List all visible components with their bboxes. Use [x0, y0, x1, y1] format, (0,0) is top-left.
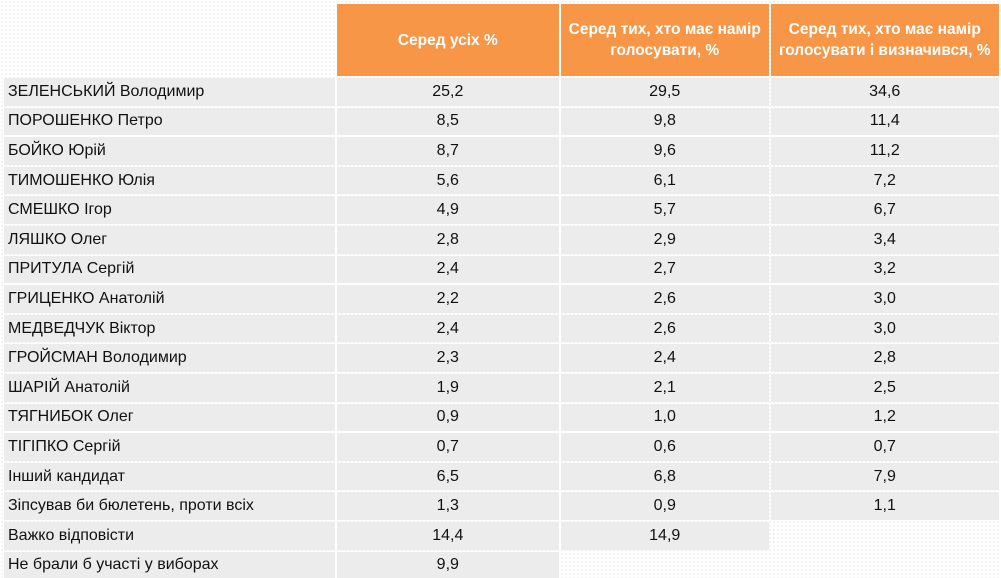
value-cell: 3,4 [770, 225, 999, 254]
row-label: Інший кандидат [4, 462, 335, 491]
row-label: Зіпсував би бюлетень, проти всіх [4, 492, 335, 520]
table-row: ТІГІПКО Сергій 0,7 0,6 0,7 [4, 433, 999, 461]
table-row: ПРИТУЛА Сергій 2,4 2,7 3,2 [4, 255, 999, 284]
value-cell: 2,6 [560, 314, 769, 343]
table-row: ЗЕЛЕНСЬКИЙ Володимир 25,2 29,5 34,6 [4, 78, 999, 106]
table-row: МЕДВЕДЧУК Віктор 2,4 2,6 3,0 [4, 314, 999, 343]
column-header-intend-to-vote: Серед тих, хто має намір голосувати, % [560, 4, 769, 76]
row-label: СМЕШКО Ігор [4, 196, 335, 224]
value-cell: 2,4 [336, 255, 559, 284]
value-cell: 2,3 [336, 344, 559, 372]
row-label: ТІГІПКО Сергій [4, 433, 335, 461]
row-label: ПРИТУЛА Сергій [4, 255, 335, 284]
value-cell: 9,8 [560, 107, 769, 136]
column-header-all: Серед усіх % [336, 4, 559, 76]
value-cell: 0,9 [560, 492, 769, 520]
value-cell: 0,9 [336, 403, 559, 432]
empty-cell [561, 552, 769, 578]
table-row: СМЕШКО Ігор 4,9 5,7 6,7 [4, 196, 999, 224]
value-cell: 2,5 [770, 373, 999, 402]
value-cell: 6,7 [770, 196, 999, 224]
row-label: ТИМОШЕНКО Юлія [4, 166, 335, 195]
table-row: ГРИЦЕНКО Анатолій 2,2 2,6 3,0 [4, 285, 999, 313]
header-corner [4, 4, 335, 76]
value-cell: 2,7 [560, 255, 769, 284]
table-body: ЗЕЛЕНСЬКИЙ Володимир 25,2 29,5 34,6 ПОРОШЕНК… [4, 78, 999, 578]
value-cell: 2,6 [560, 285, 769, 313]
value-cell: 3,0 [770, 314, 999, 343]
table-row: Не брали б участі у виборах 9,9 [4, 551, 1000, 578]
value-cell: 6,1 [560, 166, 769, 195]
value-cell: 2,1 [560, 373, 769, 402]
value-cell: 2,9 [560, 225, 769, 254]
row-label: МЕДВЕДЧУК Віктор [4, 314, 335, 343]
table-row: БОЙКО Юрій 8,7 9,6 11,2 [4, 137, 999, 165]
value-cell: 6,8 [560, 462, 769, 491]
value-cell: 2,4 [336, 314, 559, 343]
row-label: ЛЯШКО Олег [4, 225, 335, 254]
value-cell: 1,1 [770, 492, 999, 520]
value-cell: 3,2 [770, 255, 999, 284]
table-row: ТИМОШЕНКО Юлія 5,6 6,1 7,2 [4, 166, 999, 195]
value-cell: 2,2 [336, 285, 559, 313]
value-cell: 11,2 [770, 137, 999, 165]
value-cell: 1,9 [336, 373, 559, 402]
value-cell: 14,4 [336, 521, 559, 550]
value-cell: 3,0 [770, 285, 999, 313]
row-label: ТЯГНИБОК Олег [4, 403, 335, 432]
table-row: ШАРІЙ Анатолій 1,9 2,1 2,5 [4, 373, 999, 402]
table-row: ГРОЙСМАН Володимир 2,3 2,4 2,8 [4, 344, 999, 372]
value-cell: 1,0 [560, 403, 769, 432]
value-cell: 5,6 [336, 166, 559, 195]
table-row: ТЯГНИБОК Олег 0,9 1,0 1,2 [4, 403, 999, 432]
table-row: ЛЯШКО Олег 2,8 2,9 3,4 [4, 225, 999, 254]
value-cell: 0,7 [770, 433, 999, 461]
value-cell: 5,7 [560, 196, 769, 224]
value-cell: 4,9 [336, 196, 559, 224]
table-row: Важко відповісти 14,4 14,9 [4, 521, 1000, 550]
table-row: Зіпсував би бюлетень, проти всіх 1,3 0,9 1,… [4, 492, 999, 520]
row-label: БОЙКО Юрій [4, 137, 335, 165]
value-cell: 1,3 [336, 492, 559, 520]
value-cell: 8,5 [336, 107, 559, 136]
row-label: ПОРОШЕНКО Петро [4, 107, 335, 136]
value-cell: 6,5 [336, 462, 559, 491]
table-row: Інший кандидат 6,5 6,8 7,9 [4, 462, 999, 491]
row-label: ГРОЙСМАН Володимир [4, 344, 335, 372]
empty-cell [771, 522, 1000, 550]
row-label: ШАРІЙ Анатолій [4, 373, 335, 402]
value-cell: 9,9 [336, 551, 559, 578]
value-cell: 2,8 [770, 344, 999, 372]
row-label: ЗЕЛЕНСЬКИЙ Володимир [4, 78, 335, 106]
value-cell: 7,2 [770, 166, 999, 195]
value-cell: 0,7 [336, 433, 559, 461]
column-header-intend-and-decided: Серед тих, хто має намір голосувати і ви… [770, 4, 999, 76]
value-cell: 8,7 [336, 137, 559, 165]
row-label: Не брали б участі у виборах [4, 551, 335, 578]
value-cell: 14,9 [560, 521, 769, 550]
row-label: ГРИЦЕНКО Анатолій [4, 285, 335, 313]
value-cell: 9,6 [560, 137, 769, 165]
header-row: Серед усіх % Серед тих, хто має намір го… [4, 4, 999, 76]
table-row: ПОРОШЕНКО Петро 8,5 9,8 11,4 [4, 107, 999, 136]
value-cell: 1,2 [770, 403, 999, 432]
value-cell: 7,9 [770, 462, 999, 491]
value-cell: 25,2 [336, 78, 559, 106]
value-cell: 2,4 [560, 344, 769, 372]
value-cell: 2,8 [336, 225, 559, 254]
value-cell: 0,6 [560, 433, 769, 461]
value-cell: 11,4 [770, 107, 999, 136]
empty-cell [771, 552, 1000, 578]
value-cell: 34,6 [770, 78, 999, 106]
value-cell: 29,5 [560, 78, 769, 106]
row-label: Важко відповісти [4, 521, 335, 550]
